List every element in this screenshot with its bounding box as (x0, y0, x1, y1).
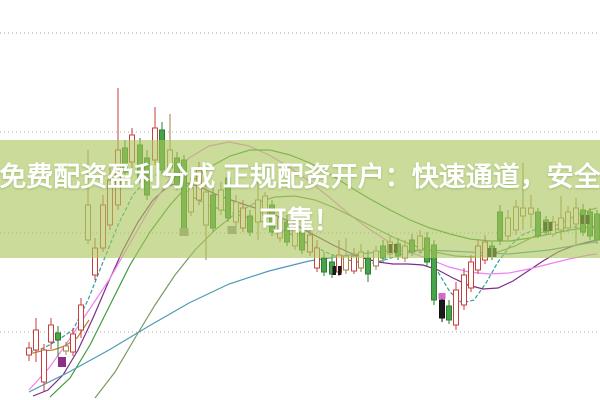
stock-chart-page: 免费配资盈利分成 正规配资开户：快速通道，安全 可靠！ (0, 32, 600, 399)
candlestick-chart (0, 32, 600, 399)
